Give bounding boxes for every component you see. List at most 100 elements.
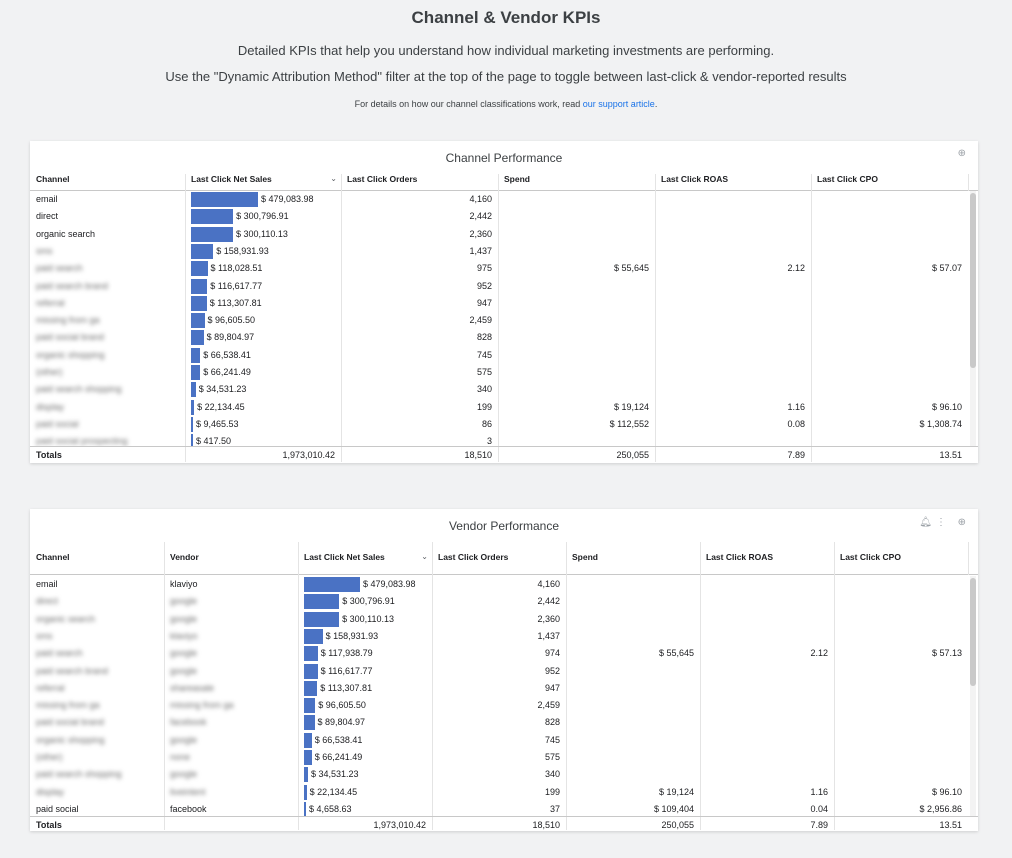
header-last-click-net-sales[interactable]: Last Click Net Sales ⌄ [191, 174, 337, 184]
table-row[interactable]: missing from ga missing from ga $ 96,605.5… [30, 697, 970, 714]
header-channel[interactable]: Channel [36, 174, 70, 184]
cpo-cell [811, 381, 968, 398]
table-row[interactable]: paid search shopping $ 34,531.23 340 [30, 381, 970, 398]
table-row[interactable]: direct $ 300,796.91 2,442 [30, 208, 970, 225]
channel-performance-title: Channel Performance [445, 151, 563, 165]
channel-cell: paid search brand [36, 665, 109, 676]
channel-table-body[interactable]: email $ 479,083.98 4,160 direct $ 300,796.91… [30, 191, 970, 446]
net-sales-bar [304, 646, 318, 662]
table-row[interactable]: sms klaviyo $ 158,931.93 1,437 [30, 628, 970, 645]
cpo-cell [811, 312, 968, 329]
table-row[interactable]: organic search $ 300,110.13 2,360 [30, 226, 970, 243]
net-sales-bar [191, 416, 193, 432]
table-row[interactable]: (other) none $ 66,241.49 575 [30, 749, 970, 766]
table-row[interactable]: email klaviyo $ 479,083.98 4,160 [30, 576, 970, 593]
table-row[interactable]: (other) $ 66,241.49 575 [30, 364, 970, 381]
sort-desc-icon[interactable]: ⌄ [421, 552, 428, 561]
header-spend[interactable]: Spend [572, 552, 598, 562]
header-last-click-cpo[interactable]: Last Click CPO [840, 552, 901, 562]
net-sales-cell: $ 118,028.51 [185, 260, 341, 277]
roas-cell [655, 226, 811, 243]
spend-cell [498, 433, 655, 446]
bell-icon[interactable]: 🔔︎ [919, 517, 932, 528]
net-sales-value: $ 158,931.93 [216, 245, 269, 256]
roas-cell [655, 312, 811, 329]
vendor-scroll-thumb[interactable] [970, 578, 976, 686]
header-last-click-net-sales[interactable]: Last Click Net Sales ⌄ [304, 552, 428, 562]
table-row[interactable]: paid social brand facebook $ 89,804.97 828 [30, 714, 970, 731]
table-row[interactable]: sms $ 158,931.93 1,437 [30, 243, 970, 260]
table-row[interactable]: display $ 22,134.45 199 $ 19,124 1.16 $ 96.10 [30, 399, 970, 416]
channel-cell: display [36, 401, 65, 412]
roas-cell [655, 208, 811, 225]
roas-cell [700, 680, 834, 697]
table-row[interactable]: display liveintent $ 22,134.45 199 $ 19,124 1… [30, 784, 970, 801]
spend-cell [498, 208, 655, 225]
table-row[interactable]: paid search $ 118,028.51 975 $ 55,645 2.12 $ … [30, 260, 970, 277]
header-spend[interactable]: Spend [504, 174, 530, 184]
vendor-cell: google [170, 665, 198, 676]
vendor-cell: google [170, 769, 198, 780]
net-sales-bar [304, 750, 312, 765]
table-row[interactable]: paid social facebook $ 4,658.63 37 $ 109,404… [30, 801, 970, 816]
globe-icon[interactable]: ⊕ [957, 148, 966, 159]
spend-cell [566, 576, 700, 593]
channel-scroll-thumb[interactable] [970, 193, 976, 368]
header-last-click-roas[interactable]: Last Click ROAS [706, 552, 774, 562]
table-row[interactable]: email $ 479,083.98 4,160 [30, 191, 970, 208]
support-article-link[interactable]: our support article [582, 99, 655, 109]
table-row[interactable]: paid search brand $ 116,617.77 952 [30, 278, 970, 295]
roas-cell [655, 278, 811, 295]
header-last-click-roas[interactable]: Last Click ROAS [661, 174, 729, 184]
header-vendor[interactable]: Vendor [170, 552, 199, 562]
header-last-click-cpo[interactable]: Last Click CPO [817, 174, 878, 184]
orders-cell: 952 [476, 280, 492, 291]
channel-cell: organic shopping [36, 734, 105, 745]
orders-cell: 1,437 [537, 630, 560, 641]
roas-cell [700, 611, 834, 628]
table-row[interactable]: referral shareasale $ 113,307.81 947 [30, 680, 970, 697]
orders-cell: 828 [476, 332, 492, 343]
net-sales-cell: $ 479,083.98 [298, 576, 432, 593]
spend-cell [498, 226, 655, 243]
roas-cell [700, 663, 834, 680]
spend-cell [566, 628, 700, 645]
vendor-totals-row: Totals 1,973,010.42 18,510 250,055 7.89 … [30, 816, 978, 832]
channel-scrollbar[interactable] [970, 191, 976, 446]
table-row[interactable]: paid social brand $ 89,804.97 828 [30, 329, 970, 346]
table-row[interactable]: organic search google $ 300,110.13 2,360 [30, 611, 970, 628]
globe-icon[interactable]: ⊕ [957, 517, 966, 528]
more-vert-icon[interactable]: ⋮ [936, 517, 946, 528]
table-row[interactable]: paid search shopping google $ 34,531.23 340 [30, 766, 970, 783]
table-row[interactable]: paid social $ 9,465.53 86 $ 112,552 0.08 $ 1,… [30, 416, 970, 433]
net-sales-bar [191, 226, 233, 242]
vendor-table-body[interactable]: email klaviyo $ 479,083.98 4,160 direct googl… [30, 576, 970, 816]
table-row[interactable]: missing from ga $ 96,605.50 2,459 [30, 312, 970, 329]
roas-cell [655, 381, 811, 398]
vendor-scrollbar[interactable] [970, 576, 976, 816]
cpo-cell [834, 663, 968, 680]
vendor-cell: facebook [170, 717, 207, 728]
table-row[interactable]: referral $ 113,307.81 947 [30, 295, 970, 312]
table-row[interactable]: organic shopping google $ 66,538.41 745 [30, 732, 970, 749]
support-note: For details on how our channel classific… [354, 99, 658, 109]
table-row[interactable]: direct google $ 300,796.91 2,442 [30, 593, 970, 610]
roas-cell [655, 243, 811, 260]
header-channel[interactable]: Channel [36, 552, 70, 562]
table-row[interactable]: paid social prospecting $ 417.50 3 [30, 433, 970, 446]
roas-cell [700, 714, 834, 731]
net-sales-bar [304, 767, 308, 783]
sort-desc-icon[interactable]: ⌄ [330, 174, 337, 183]
header-last-click-orders[interactable]: Last Click Orders [347, 174, 418, 184]
header-last-click-orders[interactable]: Last Click Orders [438, 552, 509, 562]
totals-cpo: 13.51 [939, 450, 962, 460]
channel-cell: paid search [36, 263, 83, 274]
spend-cell [498, 278, 655, 295]
table-row[interactable]: paid search brand google $ 116,617.77 952 [30, 663, 970, 680]
orders-cell: 86 [481, 418, 492, 429]
channel-cell: (other) [36, 367, 63, 377]
table-row[interactable]: organic shopping $ 66,538.41 745 [30, 347, 970, 364]
table-row[interactable]: paid search google $ 117,938.79 974 $ 55,645… [30, 645, 970, 662]
cpo-cell: $ 96.10 [931, 401, 962, 412]
net-sales-cell: $ 22,134.45 [185, 399, 341, 416]
